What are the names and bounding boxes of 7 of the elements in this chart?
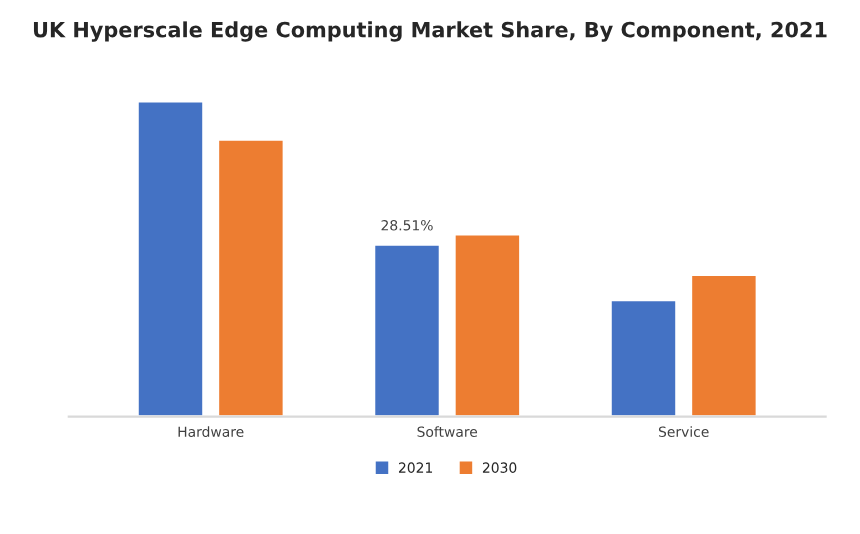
bar (608, 298, 678, 417)
bar (689, 273, 759, 417)
bar (452, 232, 522, 417)
bar (135, 99, 205, 417)
bar (372, 242, 442, 417)
chart-title: UK Hyperscale Edge Computing Market Share, By Component, 2021 (33, 21, 827, 42)
bar (216, 137, 286, 417)
